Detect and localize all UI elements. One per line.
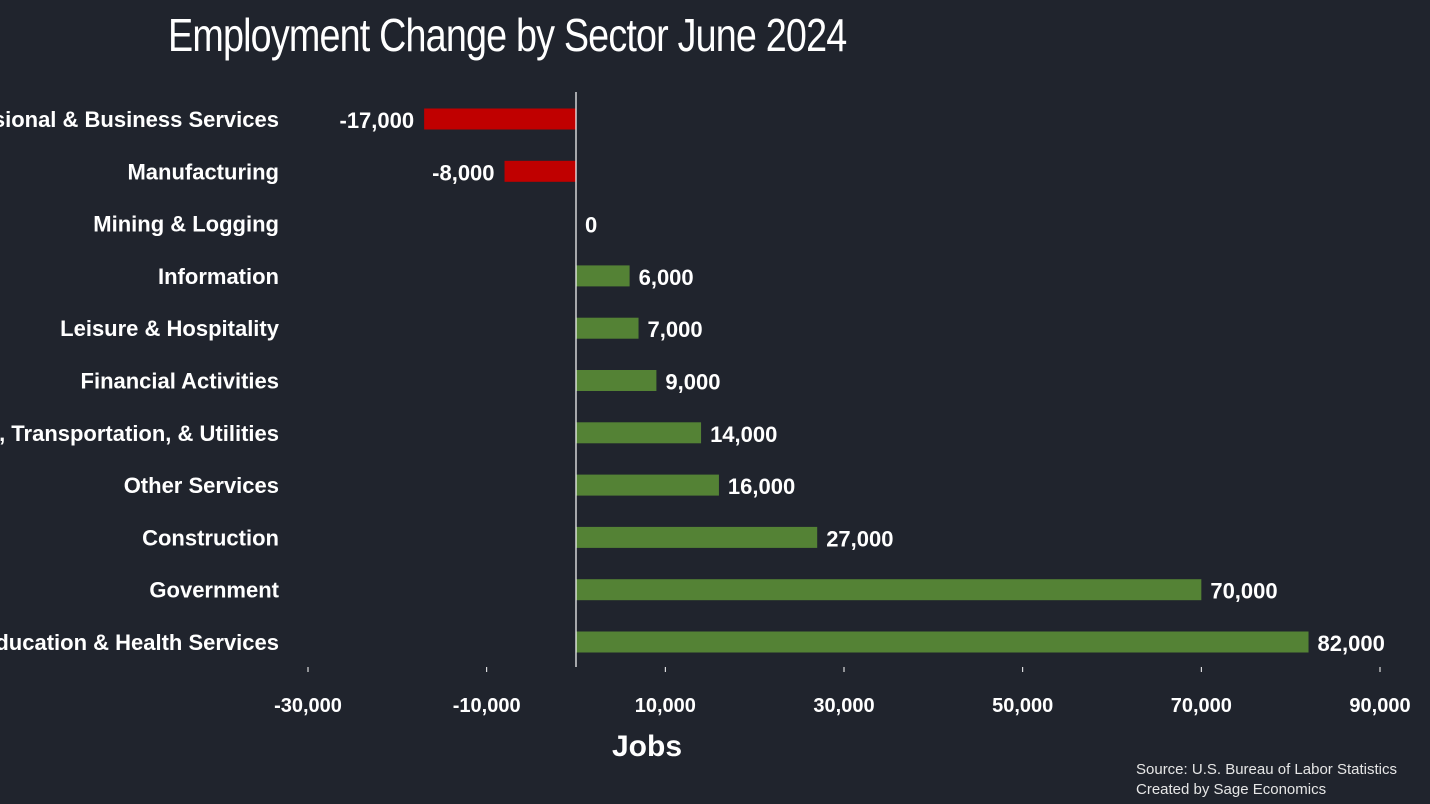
bars-group xyxy=(424,108,1309,653)
category-label-leisure-hospitality: Leisure & Hospitality xyxy=(60,316,280,341)
x-tick-label: -30,000 xyxy=(274,695,342,717)
source-line: Source: U.S. Bureau of Labor Statistics xyxy=(1136,761,1397,778)
x-tick-label: -10,000 xyxy=(453,695,521,717)
category-label-government: Government xyxy=(149,578,279,603)
value-label-manufacturing: -8,000 xyxy=(432,160,494,185)
category-label-construction: Construction xyxy=(142,525,279,550)
x-tick-label: 50,000 xyxy=(992,695,1053,717)
bar-other-services xyxy=(576,474,719,496)
x-tick-label: 90,000 xyxy=(1349,695,1410,717)
value-label-professional-business-services: -17,000 xyxy=(340,108,415,133)
credit-line: Created by Sage Economics xyxy=(1136,781,1327,798)
category-label-education-health-services: Education & Health Services xyxy=(0,630,279,655)
bar-government xyxy=(576,579,1202,601)
category-label-manufacturing: Manufacturing xyxy=(127,159,279,184)
value-label-trade-transportation-utilities: 14,000 xyxy=(710,422,777,447)
category-label-information: Information xyxy=(158,264,279,289)
source-note: Source: U.S. Bureau of Labor Statistics … xyxy=(1136,760,1397,800)
bar-manufacturing xyxy=(504,160,576,182)
category-label-other-services: Other Services xyxy=(124,473,279,498)
bar-financial-activities xyxy=(576,370,657,391)
x-tick-label: 10,000 xyxy=(635,695,696,717)
bar-information xyxy=(576,265,630,287)
category-label-trade-transportation-utilities: Trade, Transportation, & Utilities xyxy=(0,421,279,446)
bar-professional-business-services xyxy=(424,108,576,130)
category-label-financial-activities: Financial Activities xyxy=(81,369,279,394)
bar-leisure-hospitality xyxy=(576,317,639,339)
x-axis-label-text: Jobs xyxy=(611,730,683,763)
category-label-professional-business-services: Professional & Business Services xyxy=(0,107,279,132)
value-label-construction: 27,000 xyxy=(826,526,893,551)
value-label-other-services: 16,000 xyxy=(728,474,795,499)
bar-trade-transportation-utilities xyxy=(576,422,702,444)
value-label-education-health-services: 82,000 xyxy=(1318,631,1385,656)
x-tick-label: 30,000 xyxy=(813,695,874,717)
category-label-mining-logging: Mining & Logging xyxy=(93,212,279,237)
chart-title: Employment Change by Sector June 2024 xyxy=(168,9,847,61)
value-label-financial-activities: 9,000 xyxy=(665,370,720,395)
x-axis-label: Jobs xyxy=(0,730,1294,764)
value-label-leisure-hospitality: 7,000 xyxy=(648,317,703,342)
value-labels-group: -17,000 -8,000 0 6,000 7,000 9,000 14,000 16,00… xyxy=(340,108,1385,656)
value-label-mining-logging: 0 xyxy=(585,213,597,238)
value-label-information: 6,000 xyxy=(639,265,694,290)
category-labels-group: Professional & Business Services Manufact… xyxy=(0,107,280,655)
value-label-government: 70,000 xyxy=(1210,579,1277,604)
bar-education-health-services xyxy=(576,631,1309,653)
x-axis-ticks-group: -30,000 -10,000 10,000 30,000 50,000 70,000 90… xyxy=(274,667,1411,717)
x-tick-label: 70,000 xyxy=(1171,695,1232,717)
bar-construction xyxy=(576,526,818,548)
